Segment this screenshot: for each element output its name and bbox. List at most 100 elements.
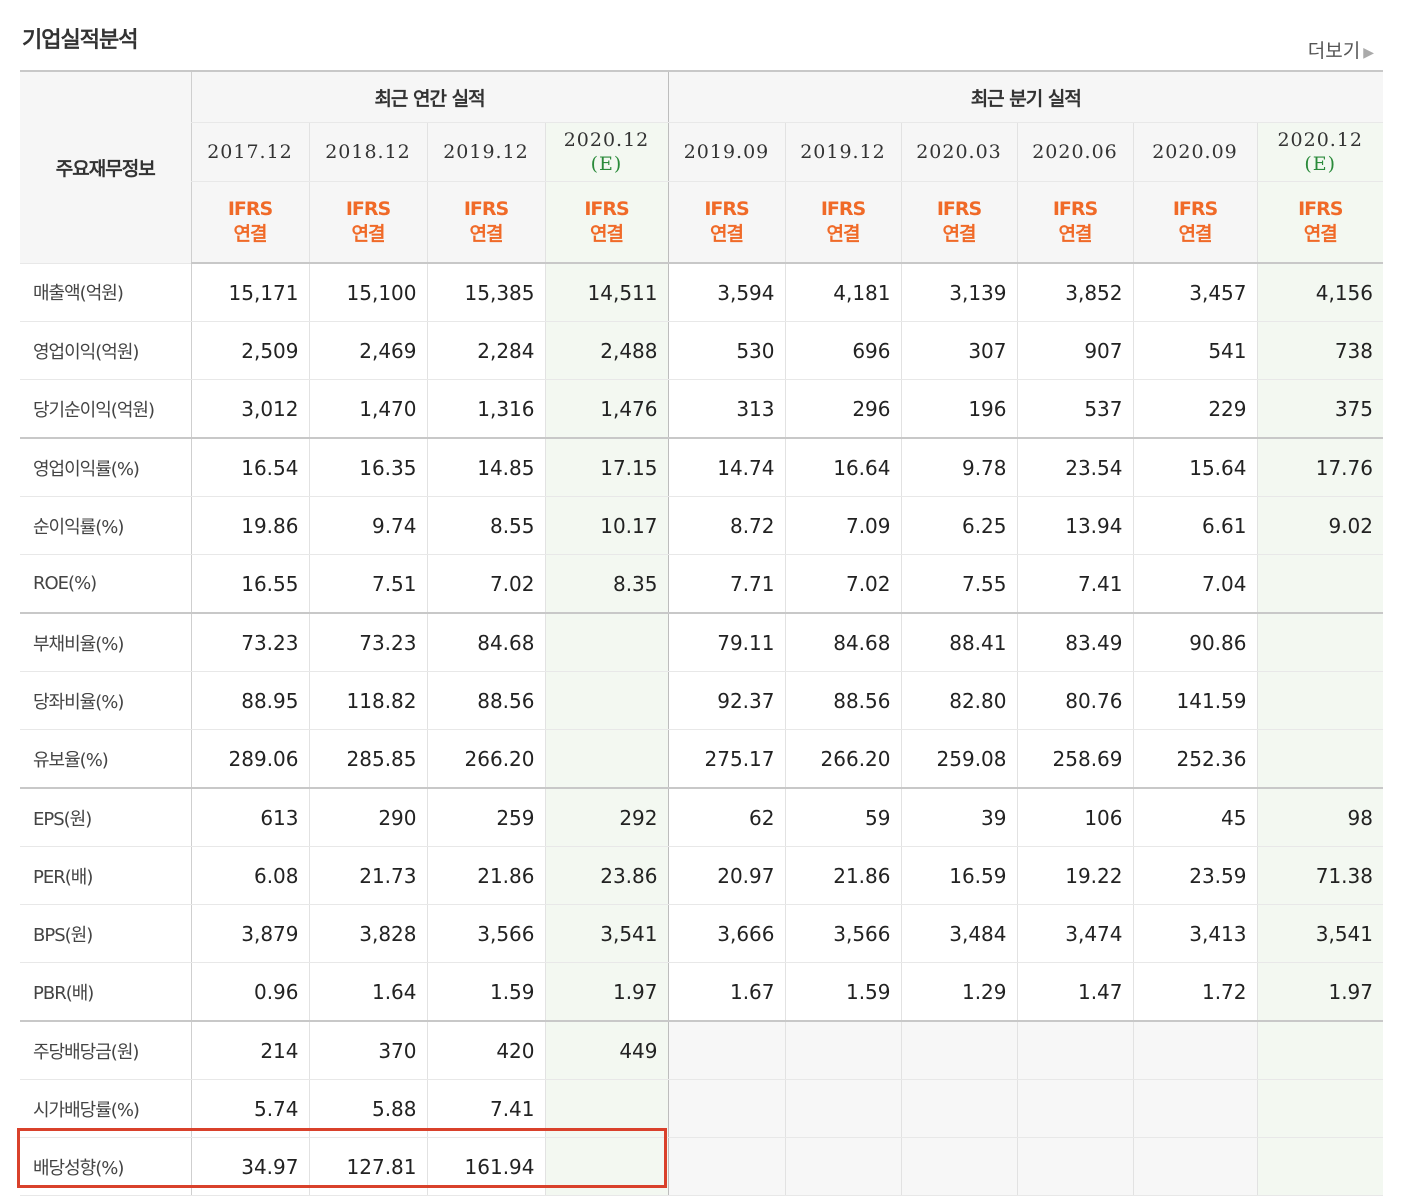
table-row: PER(배) 6.08 21.73 21.86 23.86 20.97 21.86 16.59…: [20, 846, 1383, 905]
period-header: 2019.09: [667, 122, 785, 182]
chevron-right-icon: ▶: [1363, 45, 1374, 61]
table-row: 순이익률(%) 19.86 9.74 8.55 10.17 8.72 7.09 6.25 13.…: [20, 496, 1383, 555]
value-cell: [544, 1079, 668, 1138]
value-cell: 3,541: [1256, 904, 1383, 963]
period-label: 2020.12: [563, 129, 650, 151]
row-label: 순이익률(%): [20, 496, 191, 555]
value-cell: 3,012: [190, 379, 309, 439]
value-cell: [544, 612, 668, 672]
value-cell: 7.55: [900, 554, 1017, 614]
value-cell: 258.69: [1016, 729, 1133, 789]
value-cell: [1016, 1079, 1133, 1138]
value-cell: 92.37: [667, 671, 785, 730]
value-cell: [784, 1020, 901, 1080]
row-label: ROE(%): [20, 554, 191, 614]
ifrs-basis-label: IFRS 연결: [1256, 181, 1383, 264]
value-cell: 2,284: [426, 321, 545, 380]
value-cell: 34.97: [190, 1137, 309, 1196]
value-cell: [1256, 612, 1383, 672]
value-cell: 266.20: [784, 729, 901, 789]
value-cell: 229: [1132, 379, 1257, 439]
row-label: EPS(원): [20, 787, 191, 847]
value-cell: 88.56: [426, 671, 545, 730]
table-row: 주당배당금(원) 214 370 420 449: [20, 1020, 1383, 1080]
row-header-title: 주요재무정보: [20, 70, 191, 264]
value-cell: 118.82: [308, 671, 427, 730]
value-cell: 7.04: [1132, 554, 1257, 614]
value-cell: 2,509: [190, 321, 309, 380]
table-row: EPS(원) 613 290 259 292 62 59 39 106 45 98: [20, 787, 1383, 847]
value-cell: 2,488: [544, 321, 668, 380]
row-label: 영업이익률(%): [20, 437, 191, 497]
value-cell: 1.67: [667, 962, 785, 1022]
ifrs-line1: IFRS: [820, 198, 866, 220]
value-cell: 59: [784, 787, 901, 847]
value-cell: 3,879: [190, 904, 309, 963]
value-cell: 3,139: [900, 263, 1017, 322]
period-header: 2020.06: [1016, 122, 1133, 182]
ifrs-line1: IFRS: [584, 198, 629, 220]
value-cell: [1016, 1137, 1133, 1196]
value-cell: 17.15: [544, 437, 668, 497]
value-cell: 613: [190, 787, 309, 847]
row-label: BPS(원): [20, 904, 191, 963]
row-label: 영업이익(억원): [20, 321, 191, 380]
ifrs-line2: 연결: [1058, 223, 1093, 245]
value-cell: [1256, 554, 1383, 614]
ifrs-basis-label: IFRS 연결: [190, 181, 309, 264]
value-cell: 259: [426, 787, 545, 847]
value-cell: 98: [1256, 787, 1383, 847]
ifrs-basis-label: IFRS 연결: [784, 181, 901, 264]
value-cell: [1132, 1020, 1257, 1080]
value-cell: 6.08: [190, 846, 309, 905]
ifrs-basis-label: IFRS 연결: [1016, 181, 1133, 264]
value-cell: 449: [544, 1020, 668, 1080]
table-row: 부채비율(%) 73.23 73.23 84.68 79.11 84.68 88.41 83.…: [20, 612, 1383, 672]
value-cell: 541: [1132, 321, 1257, 380]
value-cell: [900, 1079, 1017, 1138]
period-header: 2020.12 (E): [544, 122, 668, 182]
row-label: 배당성향(%): [20, 1137, 191, 1196]
row-label: 매출액(억원): [20, 263, 191, 322]
period-label: 2019.12: [800, 141, 886, 163]
value-cell: [544, 671, 668, 730]
ifrs-line2: 연결: [1303, 223, 1338, 245]
period-label: 2020.09: [1152, 141, 1238, 163]
value-cell: 370: [308, 1020, 427, 1080]
value-cell: 1.97: [1256, 962, 1383, 1022]
value-cell: 21.73: [308, 846, 427, 905]
value-cell: 62: [667, 787, 785, 847]
period-label: 2018.12: [325, 141, 411, 163]
value-cell: 1.64: [308, 962, 427, 1022]
value-cell: 23.59: [1132, 846, 1257, 905]
table-row: 유보율(%) 289.06 285.85 266.20 275.17 266.20 259.…: [20, 729, 1383, 789]
value-cell: [900, 1137, 1017, 1196]
value-cell: 7.41: [426, 1079, 545, 1138]
value-cell: 88.41: [900, 612, 1017, 672]
period-header: 2018.12: [308, 122, 427, 182]
period-header: 2019.12: [426, 122, 545, 182]
more-link[interactable]: 더보기 ▶: [1308, 36, 1374, 63]
value-cell: 5.74: [190, 1079, 309, 1138]
value-cell: 8.55: [426, 496, 545, 555]
value-cell: 3,474: [1016, 904, 1133, 963]
value-cell: 21.86: [426, 846, 545, 905]
value-cell: 15,385: [426, 263, 545, 322]
period-label: 2019.12: [443, 141, 529, 163]
value-cell: 141.59: [1132, 671, 1257, 730]
value-cell: 1,316: [426, 379, 545, 439]
value-cell: 1.59: [784, 962, 901, 1022]
value-cell: 7.71: [667, 554, 785, 614]
value-cell: 1.72: [1132, 962, 1257, 1022]
ifrs-line2: 연결: [942, 223, 977, 245]
value-cell: 3,566: [426, 904, 545, 963]
ifrs-basis-label: IFRS 연결: [426, 181, 545, 264]
value-cell: 14.74: [667, 437, 785, 497]
value-cell: 214: [190, 1020, 309, 1080]
value-cell: 127.81: [308, 1137, 427, 1196]
value-cell: [784, 1079, 901, 1138]
value-cell: 3,541: [544, 904, 668, 963]
value-cell: 84.68: [426, 612, 545, 672]
value-cell: 13.94: [1016, 496, 1133, 555]
value-cell: 84.68: [784, 612, 901, 672]
